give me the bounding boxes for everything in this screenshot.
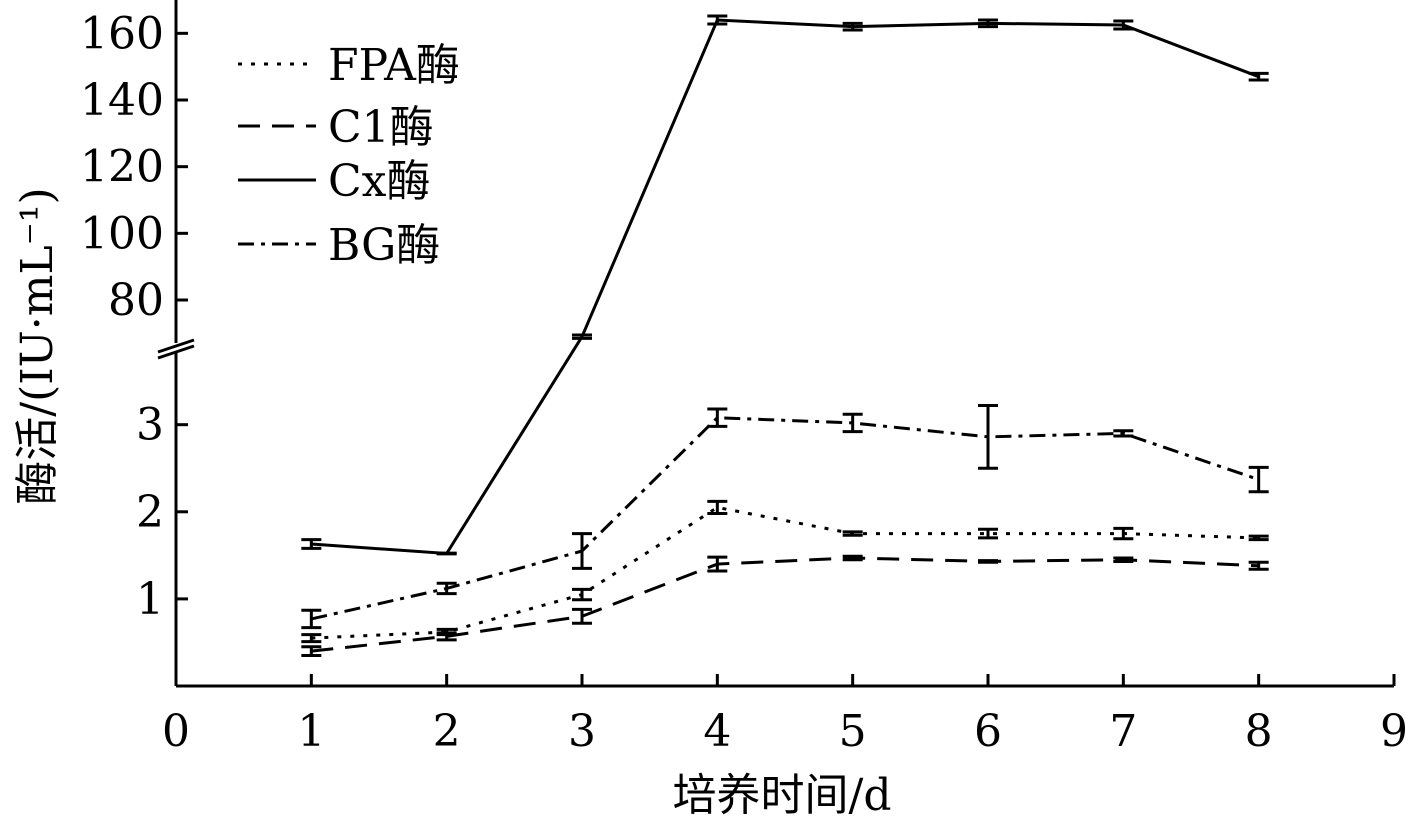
- y-tick-label: 80: [108, 275, 164, 326]
- series-line-1: [311, 556, 1259, 653]
- x-tick-label: 0: [162, 706, 190, 757]
- legend-label: FPA酶: [328, 40, 460, 91]
- series-line-0: [311, 505, 1259, 640]
- series-line-3: [311, 416, 1260, 621]
- legend-label: BG酶: [328, 220, 440, 271]
- axis-break-mark: [157, 344, 195, 360]
- y-axis-title: 酶活/(IU·mL⁻¹): [12, 187, 63, 504]
- y-tick-label: 1: [136, 574, 164, 625]
- x-tick-label: 1: [297, 706, 325, 757]
- series-line-2: [311, 18, 1260, 556]
- y-tick-label: 160: [80, 8, 164, 59]
- x-tick-label: 8: [1245, 706, 1273, 757]
- y-tick-label: 2: [136, 487, 164, 538]
- legend-label: C1酶: [328, 102, 434, 153]
- x-tick-label: 5: [839, 706, 867, 757]
- ticks: 0 1 2 3 4 5 6 7 8 9 1 2 3 80 100 120 140 160: [80, 8, 1406, 757]
- x-tick-label: 6: [974, 706, 1002, 757]
- axis-break-mark: [157, 338, 195, 354]
- x-tick-label: 4: [703, 706, 731, 757]
- x-tick-label: 3: [568, 706, 596, 757]
- legend-label: Cx酶: [328, 156, 430, 207]
- series-group: [311, 18, 1260, 653]
- y-tick-label: 120: [80, 142, 164, 193]
- y-tick-label: 100: [80, 208, 164, 259]
- x-tick-label: 2: [433, 706, 461, 757]
- error-bars: [301, 14, 1269, 658]
- axes: [157, 0, 1394, 688]
- y-tick-label: 140: [80, 75, 164, 126]
- y-tick-label: 3: [136, 400, 164, 451]
- x-axis-title: 培养时间/d: [673, 770, 892, 821]
- x-tick-label: 9: [1380, 706, 1406, 757]
- x-tick-label: 7: [1109, 706, 1137, 757]
